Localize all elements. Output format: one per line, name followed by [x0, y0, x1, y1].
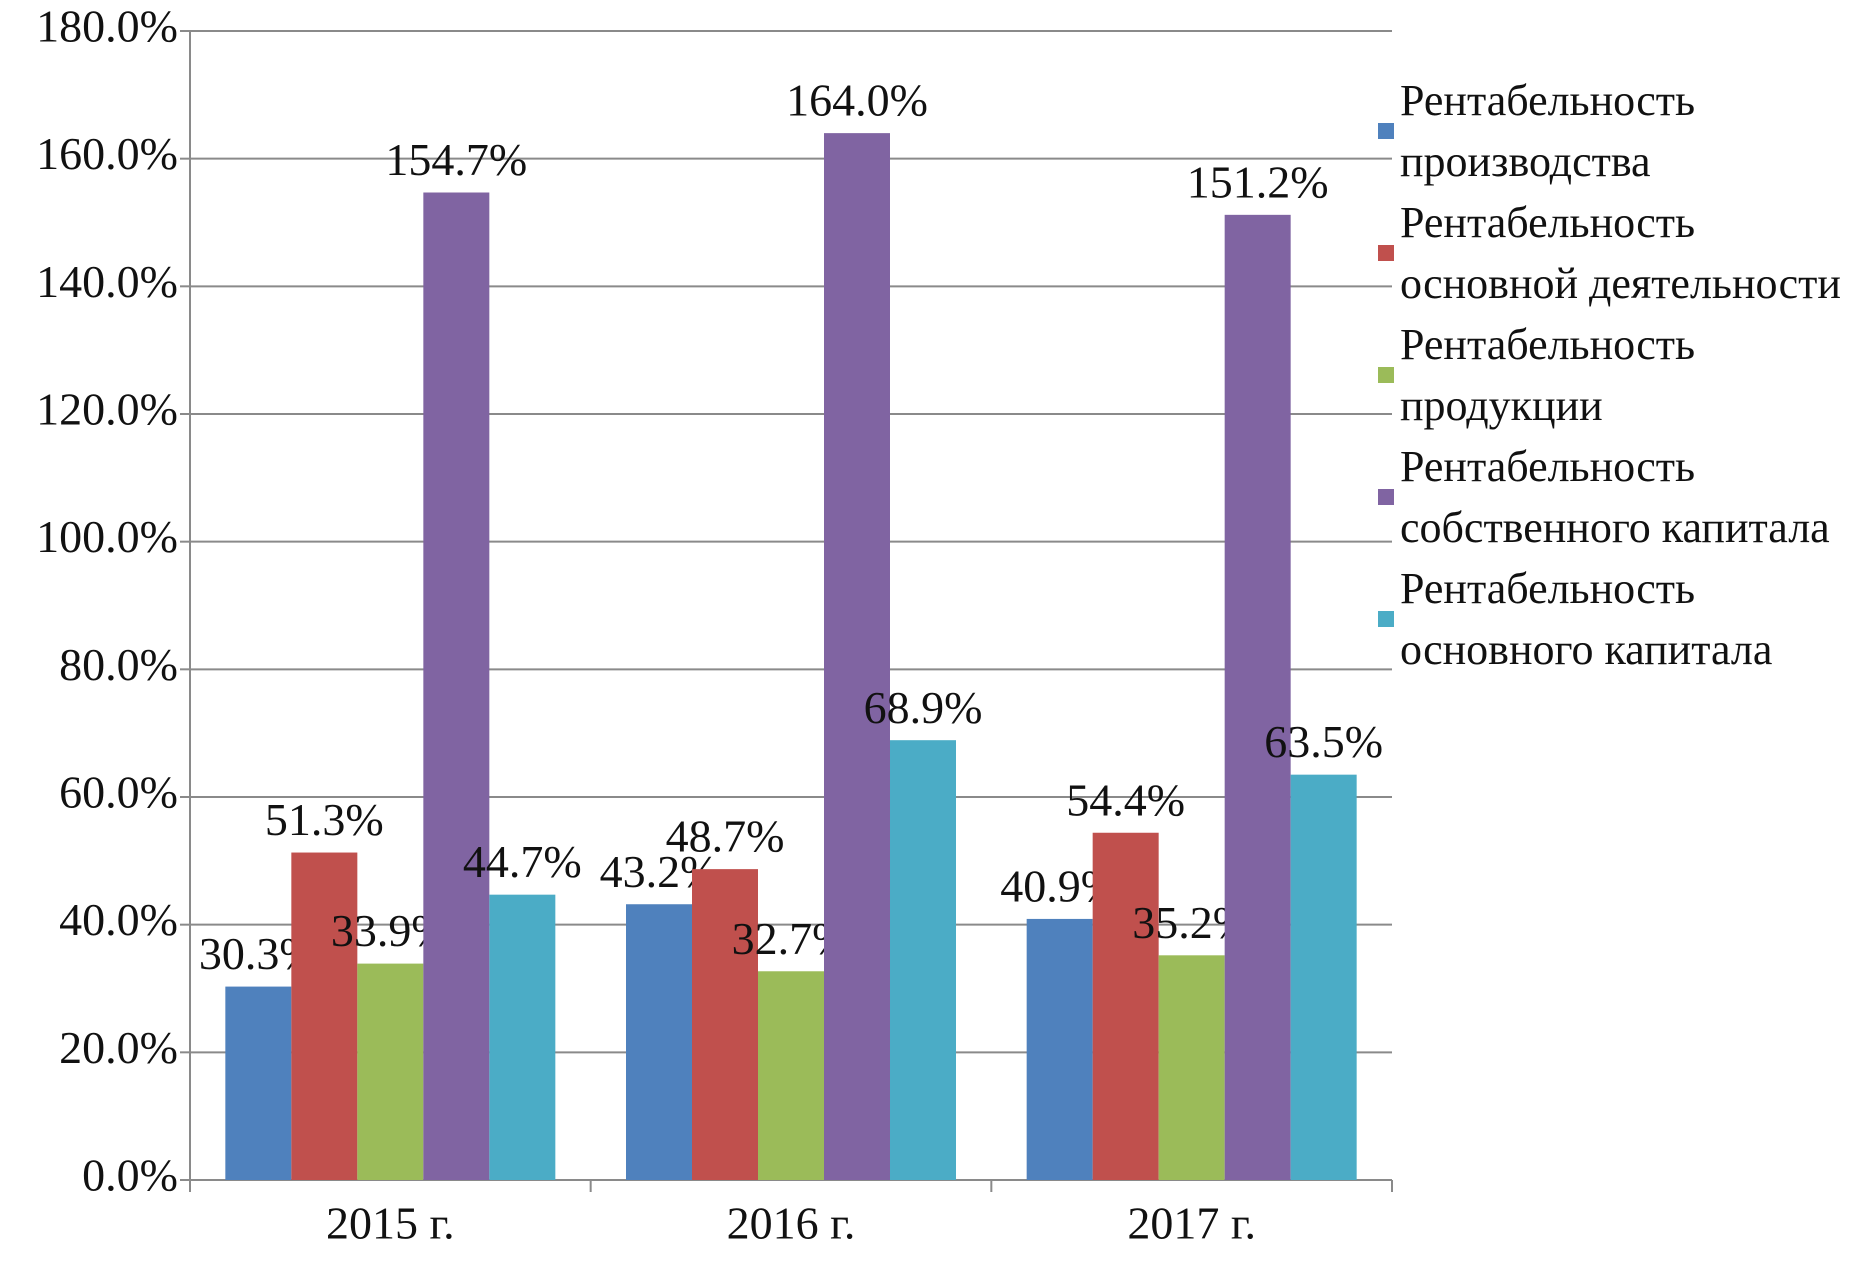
data-label: 68.9% [864, 682, 983, 733]
x-tick-label: 2016 г. [727, 1198, 856, 1249]
bar [1158, 955, 1225, 1180]
bar [824, 133, 890, 1181]
legend-item: Рентабельность производства [1378, 70, 1856, 192]
legend-label: Рентабельность производства [1400, 76, 1696, 186]
data-label: 54.4% [1066, 774, 1185, 825]
data-label: 151.2% [1187, 156, 1329, 207]
legend-swatch [1378, 489, 1394, 505]
y-tick-label: 0.0% [82, 1150, 178, 1201]
y-tick-label: 180.0% [36, 1, 178, 52]
bar [890, 740, 956, 1180]
y-tick-label: 20.0% [59, 1022, 178, 1073]
bar [291, 852, 358, 1180]
data-label: 51.3% [265, 794, 384, 845]
legend-swatch [1378, 245, 1394, 261]
legend-label: Рентабельность основного капитала [1400, 564, 1773, 674]
y-tick-label: 160.0% [36, 128, 178, 179]
bar [1026, 918, 1093, 1180]
data-label: 48.7% [666, 811, 785, 862]
legend-label: Рентабельность основной деятельности [1400, 198, 1841, 308]
legend-item: Рентабельность продукции [1378, 314, 1856, 436]
bar [225, 986, 292, 1180]
legend-item: Рентабельность основного капитала [1378, 558, 1856, 680]
data-label: 63.5% [1264, 716, 1383, 767]
y-tick-label: 120.0% [36, 384, 178, 435]
legend-item: Рентабельность собственного капитала [1378, 436, 1856, 558]
y-tick-label: 100.0% [36, 511, 178, 562]
data-label: 154.7% [385, 134, 527, 185]
bar [1092, 832, 1159, 1180]
bar [1290, 774, 1357, 1180]
legend-label: Рентабельность собственного капитала [1400, 442, 1830, 552]
y-tick-label: 40.0% [59, 894, 178, 945]
bar [1224, 214, 1291, 1181]
bar [423, 192, 490, 1180]
legend-item: Рентабельность основной деятельности [1378, 192, 1856, 314]
y-tick-label: 80.0% [59, 639, 178, 690]
y-tick-label: 60.0% [59, 767, 178, 818]
legend: Рентабельность производства Рентабельност… [1378, 70, 1856, 680]
bar [758, 971, 824, 1180]
data-label: 44.7% [463, 836, 582, 887]
bar [357, 963, 424, 1180]
data-label: 164.0% [786, 75, 928, 126]
y-tick-label: 140.0% [36, 256, 178, 307]
bar [692, 869, 758, 1180]
legend-swatch [1378, 611, 1394, 627]
bar [489, 894, 556, 1180]
legend-label: Рентабельность продукции [1400, 320, 1696, 430]
legend-swatch [1378, 123, 1394, 139]
x-tick-label: 2017 г. [1127, 1198, 1256, 1249]
legend-swatch [1378, 367, 1394, 383]
x-tick-label: 2015 г. [326, 1198, 455, 1249]
bar [626, 904, 692, 1180]
